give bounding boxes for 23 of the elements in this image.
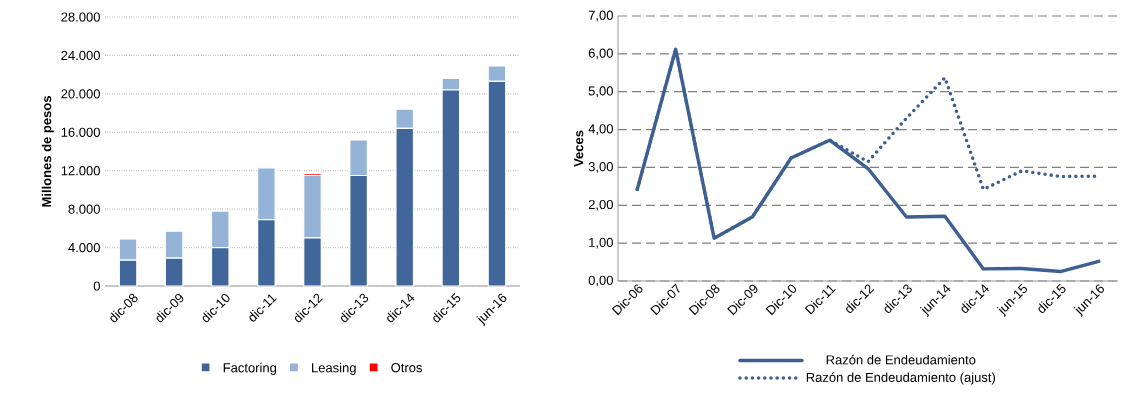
y-tick-label: 4.000: [68, 242, 100, 253]
y-tick-label: 0,00: [588, 275, 613, 287]
y-axis-title: Veces: [574, 130, 584, 167]
y-tick-label: 4,00: [588, 124, 613, 135]
y-tick-label: 24.000: [61, 50, 100, 61]
y-tick-label: 7,00: [588, 10, 613, 22]
y-tick-label: 6,00: [588, 48, 613, 60]
y-tick-label: 0: [93, 281, 100, 291]
y-tick-label: 3,00: [588, 162, 613, 173]
y-tick-label: 1,00: [589, 237, 613, 249]
y-tick-label: 12.000: [61, 166, 100, 176]
legend-label: Leasing: [312, 362, 356, 375]
y-tick-label: 8.000: [68, 204, 100, 214]
y-axis-title: Millones de pesos: [41, 96, 54, 207]
legend-label: Razón de Endeudamiento: [826, 354, 976, 365]
y-tick-label: 2,00: [588, 199, 613, 211]
y-tick-label: 28.000: [61, 12, 100, 22]
y-tick-label: 5,00: [588, 86, 613, 98]
legend-label: Razón de Endeudamiento (ajust): [806, 372, 995, 385]
legend-label: Factoring: [223, 362, 277, 375]
legend-label: Otros: [391, 363, 422, 373]
y-tick-label: 16.000: [61, 127, 100, 137]
y-tick-label: 20.000: [61, 89, 100, 99]
